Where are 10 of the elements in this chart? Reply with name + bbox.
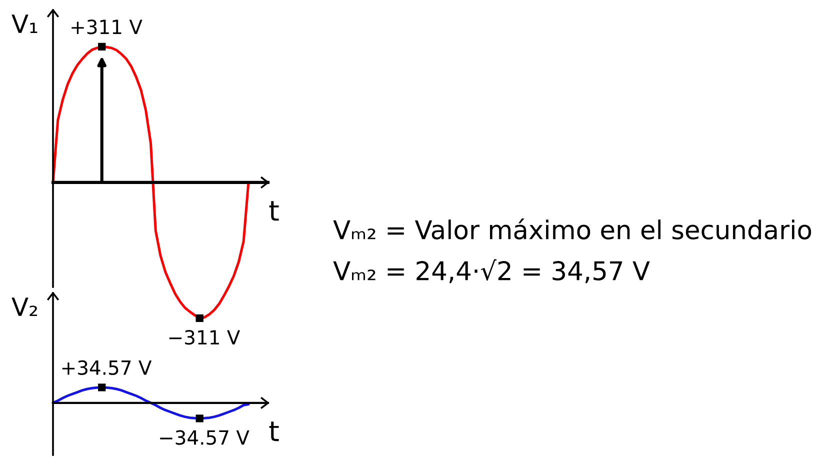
text: Vₘ₂ = Valor máximo en el secundario xyxy=(333,218,812,240)
data-label: +311 V xyxy=(72,20,142,34)
data-label: −311 V xyxy=(169,330,240,345)
data-label: +34.57 V xyxy=(62,360,152,375)
x-axis-title: t xyxy=(269,422,279,442)
x-axis-title: t xyxy=(269,201,279,221)
y-axis-title: V₁ xyxy=(12,14,38,33)
text: Vₘ₂ = 24,4·√2 = 34,57 V xyxy=(333,259,650,284)
data-label: −34.57 V xyxy=(160,430,250,445)
y-axis-title: V₂ xyxy=(12,298,37,316)
